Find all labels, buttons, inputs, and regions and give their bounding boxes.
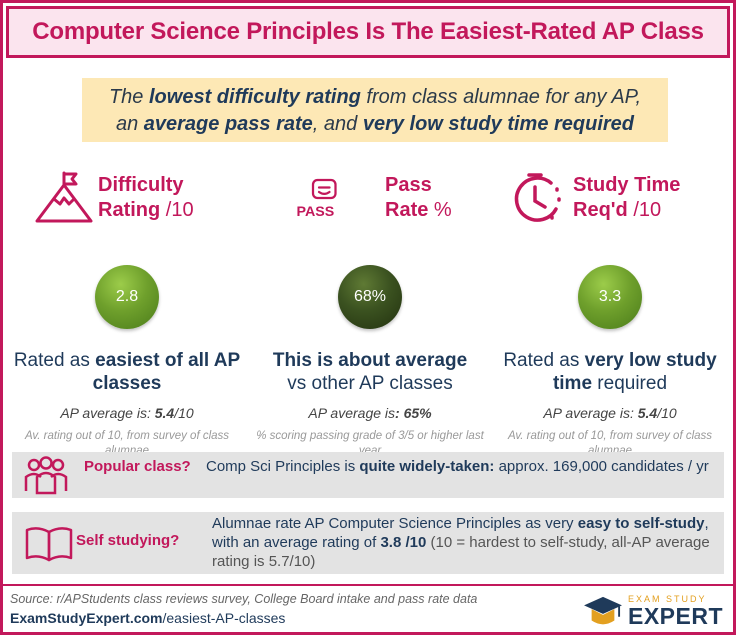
- column-title-line-2: Rating /10: [98, 199, 194, 221]
- row-text: Comp Sci Principles is quite widely-take…: [206, 457, 716, 476]
- verdict-plain: vs other AP classes: [287, 373, 453, 394]
- site-link[interactable]: ExamStudyExpert.com/easiest-AP-classes: [10, 610, 285, 626]
- row-text-bold: quite widely-taken:: [359, 458, 495, 475]
- site-path: /easiest-AP-classes: [162, 610, 286, 626]
- source-note: Source: r/APStudents class reviews surve…: [10, 592, 478, 606]
- row-text-plain: (10 = hardest to self-study, all-AP aver…: [212, 534, 710, 570]
- subtitle-text: an: [115, 113, 144, 135]
- row-text-plain: Comp Sci Principles is: [206, 458, 360, 475]
- row-text-bold: easy to self-study: [577, 515, 705, 532]
- verdict-bold: easiest of all AP classes: [92, 350, 241, 394]
- open-book-icon: [25, 527, 73, 562]
- column-header: PASS Pass Rate %: [255, 165, 485, 227]
- verdict-bold: This is about average: [272, 350, 468, 371]
- column-title-bold: Rating: [98, 199, 161, 221]
- column-title-bold: Req'd: [573, 199, 628, 221]
- avg-label: AP average is:: [60, 405, 155, 421]
- verdict-text: Rated as very low study time required: [495, 349, 725, 395]
- row-label: Popular class?: [84, 458, 191, 475]
- logo-small-text: EXAM STUDY: [628, 594, 707, 604]
- popular-class-row: Popular class? Comp Sci Principles is qu…: [12, 452, 724, 498]
- column-header: Study Time Req'd /10: [495, 165, 725, 227]
- column-title-line-2: Req'd /10: [573, 199, 661, 221]
- value-ball: 2.8: [95, 265, 159, 329]
- subtitle-text: from class alumnae for any AP,: [360, 86, 642, 108]
- study-time-column: Study Time Req'd /10 3.3 Rated as very l…: [495, 165, 725, 459]
- subtitle-bold: lowest difficulty rating: [149, 86, 361, 108]
- mountain-flag-icon: [35, 171, 93, 223]
- subtitle-bold: very low study time required: [362, 113, 635, 135]
- verdict-plain: Rated as: [503, 350, 585, 371]
- value-ball: 68%: [338, 265, 402, 329]
- stopwatch-icon: [514, 173, 561, 222]
- avg-unit: /10: [657, 405, 677, 421]
- page-title: Computer Science Principles Is The Easie…: [32, 18, 704, 45]
- row-text-plain: Alumnae rate AP Computer Science Princip…: [212, 515, 578, 532]
- row-text-plain: , with an average rating of: [212, 515, 709, 551]
- difficulty-column: Difficulty Rating /10 2.8 Rated as easie…: [12, 165, 242, 459]
- avg-value: 5.4: [154, 405, 175, 421]
- logo-big-text: EXPERT: [628, 603, 724, 629]
- column-title-line-1: Study Time: [573, 174, 681, 196]
- column-unit: %: [428, 199, 452, 221]
- avg-value: 5.4: [637, 405, 658, 421]
- value-ball: 3.3: [578, 265, 642, 329]
- verdict-plain: required: [592, 373, 668, 394]
- subtitle-line-2: an average pass rate, and very low study…: [82, 111, 668, 138]
- verdict-plain: Rated as: [13, 350, 96, 371]
- verdict-text: Rated as easiest of all AP classes: [12, 349, 242, 395]
- avg-unit: /10: [174, 405, 194, 421]
- avg-label: AP average is:: [543, 405, 638, 421]
- column-title-bold: Rate: [385, 199, 429, 221]
- pass-icon-text: PASS: [297, 204, 335, 220]
- ap-average: AP average is: 5.4/10: [495, 405, 725, 421]
- footer: Source: r/APStudents class reviews surve…: [0, 584, 736, 635]
- column-title: Difficulty Rating /10: [98, 173, 194, 223]
- subtitle-text: The: [108, 86, 149, 108]
- subtitle-bold: average pass rate: [143, 113, 313, 135]
- title-banner: Computer Science Principles Is The Easie…: [6, 6, 730, 58]
- pass-icon: PASS: [297, 178, 337, 220]
- subtitle-line-1: The lowest difficulty rating from class …: [82, 84, 668, 111]
- row-text: Alumnae rate AP Computer Science Princip…: [212, 514, 717, 571]
- column-title-line-2: Rate %: [385, 199, 452, 221]
- people-group-icon: [24, 456, 68, 495]
- column-title: Pass Rate %: [385, 173, 452, 223]
- row-label: Self studying?: [76, 532, 180, 549]
- column-header: Difficulty Rating /10: [12, 165, 242, 227]
- pass-rate-column: PASS Pass Rate % 68% This is about avera…: [255, 165, 485, 459]
- avg-value: : 65%: [395, 405, 432, 421]
- avg-label: AP average is: [308, 405, 396, 421]
- ap-average: AP average is: 65%: [255, 405, 485, 421]
- row-text-bold: 3.8 /10: [380, 534, 427, 551]
- subtitle-text: , and: [312, 113, 363, 135]
- self-study-row: Self studying? Alumnae rate AP Computer …: [12, 512, 724, 574]
- row-text-plain: approx. 169,000 candidates / yr: [494, 458, 709, 475]
- column-unit: /10: [627, 199, 662, 221]
- ap-average: AP average is: 5.4/10: [12, 405, 242, 421]
- column-unit: /10: [160, 199, 194, 221]
- column-title: Study Time Req'd /10: [573, 173, 680, 223]
- column-title-line-1: Difficulty: [98, 174, 184, 196]
- graduation-cap-icon: [584, 596, 622, 625]
- verdict-bold: very low study time: [552, 350, 717, 394]
- exam-study-expert-logo: EXAM STUDY EXPERT: [582, 592, 724, 632]
- subtitle-box: The lowest difficulty rating from class …: [82, 78, 668, 142]
- verdict-text: This is about average vs other AP classe…: [255, 349, 485, 395]
- site-domain: ExamStudyExpert.com: [10, 610, 163, 626]
- column-title-line-1: Pass: [385, 174, 432, 196]
